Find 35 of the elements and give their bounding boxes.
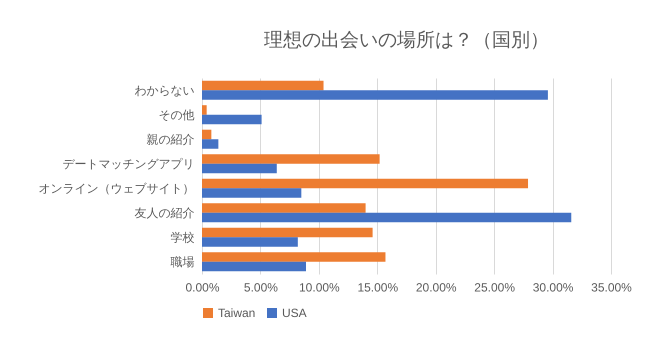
bar	[202, 178, 528, 188]
y-tick-label: 親の紹介	[146, 132, 194, 146]
bar	[202, 80, 324, 90]
y-tick-label: その他	[158, 108, 194, 122]
bar	[202, 90, 548, 100]
x-tick-label: 30.00%	[532, 280, 574, 294]
x-tick-label: 20.00%	[416, 280, 457, 294]
x-tick-label: 5.00%	[244, 280, 278, 294]
y-tick-label: 友人の紹介	[134, 206, 194, 220]
legend-label: USA	[282, 306, 307, 320]
bar	[202, 228, 373, 238]
bar	[202, 154, 380, 164]
bar	[202, 114, 262, 124]
x-tick-label: 15.00%	[357, 280, 398, 294]
y-tick-label: デートマッチングアプリ	[62, 156, 194, 171]
chart-title: 理想の出会いの場所は？（国別）	[264, 30, 549, 51]
bar	[202, 130, 212, 140]
x-tick-label: 0.00%	[185, 280, 220, 294]
x-tick-label: 10.00%	[299, 280, 340, 294]
bar	[202, 188, 302, 198]
bar	[202, 252, 386, 262]
y-tick-label: 職場	[170, 254, 194, 269]
bar	[202, 139, 218, 149]
bar	[202, 105, 207, 115]
x-tick-label: 35.00%	[591, 280, 632, 294]
y-tick-label: 学校	[170, 230, 194, 244]
bar	[202, 237, 298, 247]
bar	[202, 203, 366, 213]
bar	[202, 262, 306, 272]
x-tick-label: 25.00%	[474, 280, 516, 294]
y-tick-label: オンライン（ウェブサイト）	[38, 181, 194, 196]
bar	[202, 212, 572, 222]
legend-label: Taiwan	[218, 306, 256, 320]
y-tick-label: わからない	[134, 83, 194, 98]
bar	[202, 164, 277, 174]
